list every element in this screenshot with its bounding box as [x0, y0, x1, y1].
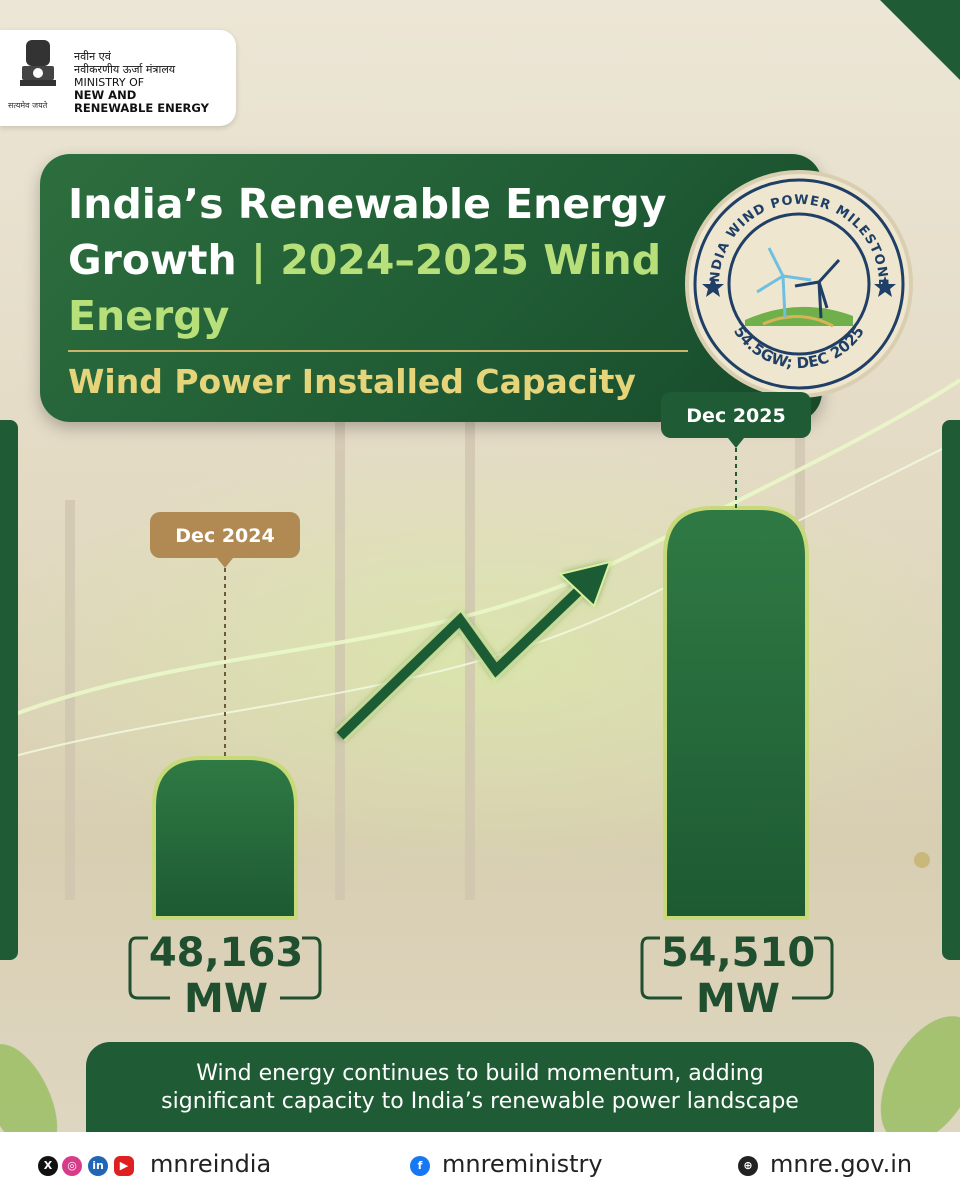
- x-icon[interactable]: X: [38, 1156, 58, 1176]
- bar-dec-2024: [152, 756, 298, 920]
- youtube-icon[interactable]: ▶: [114, 1156, 134, 1176]
- social-bar: X ◎ in ▶ mnreindia f mnreministry ⊕ mnre…: [0, 1132, 960, 1200]
- category-tag-pointer: [217, 558, 233, 568]
- value-unit: MW: [696, 976, 780, 1022]
- org-hindi-2: नवीकरणीय ऊर्जा मंत्रालय: [74, 63, 176, 76]
- star-icon: [702, 276, 896, 297]
- facebook-icon[interactable]: f: [410, 1156, 430, 1176]
- instagram-icon[interactable]: ◎: [62, 1156, 82, 1176]
- social-handle-1[interactable]: mnreindia: [150, 1150, 272, 1178]
- title-divider: [68, 350, 688, 352]
- title-banner: India’s Renewable Energy Growth | 2024–2…: [40, 154, 822, 422]
- website-link[interactable]: mnre.gov.in: [770, 1150, 913, 1178]
- org-line-2: NEW AND: [74, 88, 137, 102]
- footer-banner: Wind energy continues to build momentum,…: [86, 1042, 874, 1132]
- footer-line-2: significant capacity to India’s renewabl…: [161, 1089, 799, 1114]
- value-unit: MW: [184, 976, 268, 1022]
- wind-turbine-icon: [745, 247, 853, 328]
- category-tag: [150, 512, 300, 558]
- category-label: Dec 2024: [175, 525, 274, 547]
- left-side-bar: [0, 420, 18, 960]
- growth-arrow: [334, 560, 612, 742]
- motto-text: सत्यमेव जयते: [8, 101, 48, 110]
- category-tag-pointer: [728, 438, 744, 448]
- title-years: 2024–2025 Wind: [280, 236, 662, 284]
- bar-dec-2025: [663, 506, 809, 920]
- national-emblem-icon: [20, 40, 56, 86]
- title-line-3: Energy: [68, 292, 230, 340]
- social-handle-2[interactable]: mnreministry: [442, 1150, 603, 1178]
- title-growth: Growth: [68, 236, 251, 284]
- value-number: 54,510: [660, 930, 816, 976]
- chart-subtitle: Wind Power Installed Capacity: [68, 362, 636, 401]
- org-hindi-1: नवीन एवं: [74, 50, 111, 63]
- org-line-3: RENEWABLE ENERGY: [74, 101, 209, 115]
- footer-line-1: Wind energy continues to build momentum,…: [196, 1061, 764, 1086]
- milestone-badge: INDIA WIND POWER MILESTONE 54.5GW; DEC 2…: [683, 168, 913, 398]
- title-line-1: India’s Renewable Energy: [68, 180, 667, 228]
- ministry-logo: सत्यमेव जयते नवीन एवं नवीकरणीय ऊर्जा मंत…: [0, 30, 236, 126]
- value-number: 48,163: [148, 930, 304, 976]
- corner-decoration: [880, 0, 960, 80]
- web-icon[interactable]: ⊕: [738, 1156, 758, 1176]
- linkedin-icon[interactable]: in: [88, 1156, 108, 1176]
- category-tag: [661, 392, 811, 438]
- right-side-bar: [942, 420, 960, 960]
- title-line-2: Growth | 2024–2025 Wind: [68, 232, 661, 288]
- org-line-1: MINISTRY OF: [74, 76, 145, 89]
- title-separator: |: [250, 236, 281, 284]
- bar-value-dec-2025: 54,510 MW: [638, 930, 838, 1022]
- bar-value-dec-2024: 48,163 MW: [126, 930, 326, 1022]
- category-label: Dec 2025: [686, 405, 785, 427]
